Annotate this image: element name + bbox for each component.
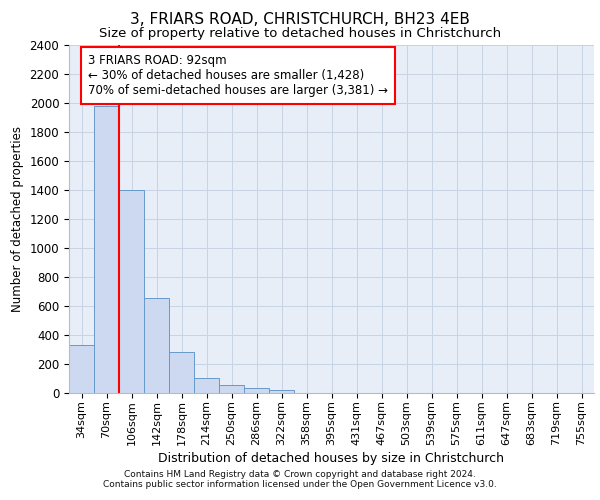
Bar xyxy=(244,388,269,392)
Bar xyxy=(144,298,169,392)
Bar xyxy=(194,378,219,392)
Bar xyxy=(269,390,294,392)
Bar xyxy=(169,352,194,393)
Bar xyxy=(94,106,119,393)
X-axis label: Distribution of detached houses by size in Christchurch: Distribution of detached houses by size … xyxy=(158,452,505,465)
Bar xyxy=(219,386,244,392)
Text: 3, FRIARS ROAD, CHRISTCHURCH, BH23 4EB: 3, FRIARS ROAD, CHRISTCHURCH, BH23 4EB xyxy=(130,12,470,28)
Text: Size of property relative to detached houses in Christchurch: Size of property relative to detached ho… xyxy=(99,28,501,40)
Bar xyxy=(69,346,94,393)
Text: 3 FRIARS ROAD: 92sqm
← 30% of detached houses are smaller (1,428)
70% of semi-de: 3 FRIARS ROAD: 92sqm ← 30% of detached h… xyxy=(88,54,388,96)
Bar xyxy=(119,190,144,392)
Y-axis label: Number of detached properties: Number of detached properties xyxy=(11,126,24,312)
Text: Contains HM Land Registry data © Crown copyright and database right 2024.
Contai: Contains HM Land Registry data © Crown c… xyxy=(103,470,497,489)
